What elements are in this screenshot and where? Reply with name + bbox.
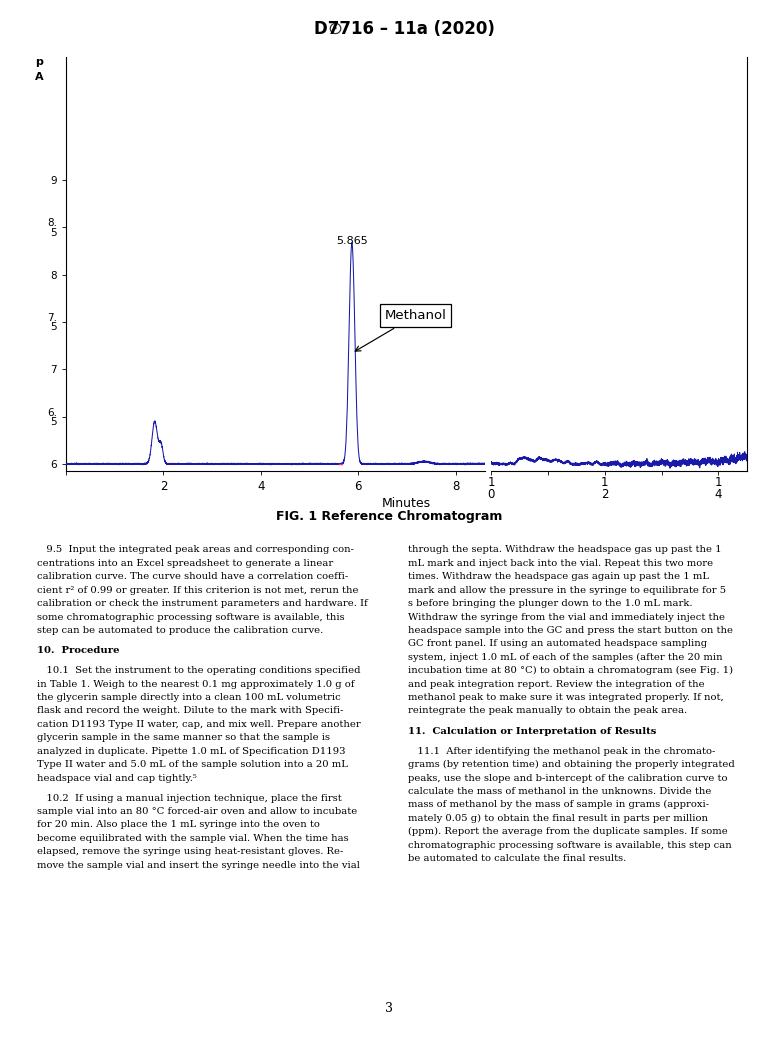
Text: A: A	[34, 72, 44, 82]
Text: D7716 – 11a (2020): D7716 – 11a (2020)	[314, 20, 495, 39]
Text: mL mark and inject back into the vial. Repeat this two more: mL mark and inject back into the vial. R…	[408, 559, 713, 568]
Text: FIG. 1 Reference Chromatogram: FIG. 1 Reference Chromatogram	[276, 510, 502, 523]
Text: 4: 4	[715, 487, 722, 501]
Text: elapsed, remove the syringe using heat-resistant gloves. Re-: elapsed, remove the syringe using heat-r…	[37, 847, 344, 857]
Text: calibration curve. The curve should have a correlation coeffi-: calibration curve. The curve should have…	[37, 573, 349, 581]
Text: 10.2  If using a manual injection technique, place the first: 10.2 If using a manual injection techniq…	[37, 793, 342, 803]
Text: the glycerin sample directly into a clean 100 mL volumetric: the glycerin sample directly into a clea…	[37, 693, 341, 702]
Text: 1: 1	[487, 476, 495, 489]
Text: for 20 min. Also place the 1 mL syringe into the oven to: for 20 min. Also place the 1 mL syringe …	[37, 820, 321, 830]
Text: mark and allow the pressure in the syringe to equilibrate for 5: mark and allow the pressure in the syrin…	[408, 586, 727, 594]
Text: become equilibrated with the sample vial. When the time has: become equilibrated with the sample vial…	[37, 834, 349, 843]
Text: 10.  Procedure: 10. Procedure	[37, 646, 120, 655]
Text: Minutes: Minutes	[382, 497, 431, 509]
Text: be automated to calculate the final results.: be automated to calculate the final resu…	[408, 854, 627, 863]
Text: mass of methanol by the mass of sample in grams (approxi-: mass of methanol by the mass of sample i…	[408, 801, 710, 810]
Text: Methanol: Methanol	[356, 309, 447, 351]
Text: centrations into an Excel spreadsheet to generate a linear: centrations into an Excel spreadsheet to…	[37, 559, 334, 568]
Text: times. Withdraw the headspace gas again up past the 1 mL: times. Withdraw the headspace gas again …	[408, 573, 710, 581]
Text: step can be automated to produce the calibration curve.: step can be automated to produce the cal…	[37, 626, 324, 635]
Text: methanol peak to make sure it was integrated properly. If not,: methanol peak to make sure it was integr…	[408, 693, 724, 702]
Text: 9.5  Input the integrated peak areas and corresponding con-: 9.5 Input the integrated peak areas and …	[37, 545, 354, 555]
Text: glycerin sample in the same manner so that the sample is: glycerin sample in the same manner so th…	[37, 733, 331, 742]
Text: through the septa. Withdraw the headspace gas up past the 1: through the septa. Withdraw the headspac…	[408, 545, 722, 555]
Text: in Table 1. Weigh to the nearest 0.1 mg approximately 1.0 g of: in Table 1. Weigh to the nearest 0.1 mg …	[37, 680, 355, 688]
Text: 11.1  After identifying the methanol peak in the chromato-: 11.1 After identifying the methanol peak…	[408, 746, 716, 756]
Text: calibration or check the instrument parameters and hardware. If: calibration or check the instrument para…	[37, 600, 368, 608]
Text: GC front panel. If using an automated headspace sampling: GC front panel. If using an automated he…	[408, 639, 707, 649]
Text: p: p	[35, 57, 43, 68]
Text: ⊙: ⊙	[327, 20, 342, 39]
Text: grams (by retention time) and obtaining the properly integrated: grams (by retention time) and obtaining …	[408, 760, 735, 769]
Text: s before bringing the plunger down to the 1.0 mL mark.: s before bringing the plunger down to th…	[408, 600, 693, 608]
Text: and peak integration report. Review the integration of the: and peak integration report. Review the …	[408, 680, 705, 688]
Text: headspace sample into the GC and press the start button on the: headspace sample into the GC and press t…	[408, 626, 734, 635]
Text: mately 0.05 g) to obtain the final result in parts per million: mately 0.05 g) to obtain the final resul…	[408, 814, 709, 822]
Text: 10.1  Set the instrument to the operating conditions specified: 10.1 Set the instrument to the operating…	[37, 666, 361, 676]
Text: calculate the mass of methanol in the unknowns. Divide the: calculate the mass of methanol in the un…	[408, 787, 712, 796]
Text: system, inject 1.0 mL of each of the samples (after the 20 min: system, inject 1.0 mL of each of the sam…	[408, 653, 723, 662]
Text: 1: 1	[601, 476, 608, 489]
Text: (ppm). Report the average from the duplicate samples. If some: (ppm). Report the average from the dupli…	[408, 828, 728, 836]
Text: analyzed in duplicate. Pipette 1.0 mL of Specification D1193: analyzed in duplicate. Pipette 1.0 mL of…	[37, 746, 346, 756]
Text: 3: 3	[385, 1002, 393, 1015]
Text: sample vial into an 80 °C forced-air oven and allow to incubate: sample vial into an 80 °C forced-air ove…	[37, 807, 358, 816]
Text: peaks, use the slope and b-intercept of the calibration curve to: peaks, use the slope and b-intercept of …	[408, 773, 728, 783]
Text: cient r² of 0.99 or greater. If this criterion is not met, rerun the: cient r² of 0.99 or greater. If this cri…	[37, 586, 359, 594]
Text: 0: 0	[487, 487, 495, 501]
Text: some chromatographic processing software is available, this: some chromatographic processing software…	[37, 612, 345, 621]
Text: cation D1193 Type II water, cap, and mix well. Prepare another: cation D1193 Type II water, cap, and mix…	[37, 720, 361, 729]
Text: headspace vial and cap tightly.⁵: headspace vial and cap tightly.⁵	[37, 773, 197, 783]
Text: move the sample vial and insert the syringe needle into the vial: move the sample vial and insert the syri…	[37, 861, 360, 869]
Text: 1: 1	[715, 476, 722, 489]
Text: 2: 2	[601, 487, 608, 501]
Text: 5.865: 5.865	[336, 236, 367, 247]
Text: 11.  Calculation or Interpretation of Results: 11. Calculation or Interpretation of Res…	[408, 727, 657, 736]
Text: flask and record the weight. Dilute to the mark with Specifi-: flask and record the weight. Dilute to t…	[37, 707, 344, 715]
Text: Withdraw the syringe from the vial and immediately inject the: Withdraw the syringe from the vial and i…	[408, 612, 725, 621]
Text: incubation time at 80 °C) to obtain a chromatogram (see Fig. 1): incubation time at 80 °C) to obtain a ch…	[408, 666, 734, 676]
Text: reintegrate the peak manually to obtain the peak area.: reintegrate the peak manually to obtain …	[408, 707, 688, 715]
Text: chromatographic processing software is available, this step can: chromatographic processing software is a…	[408, 840, 732, 849]
Text: Type II water and 5.0 mL of the sample solution into a 20 mL: Type II water and 5.0 mL of the sample s…	[37, 760, 349, 769]
